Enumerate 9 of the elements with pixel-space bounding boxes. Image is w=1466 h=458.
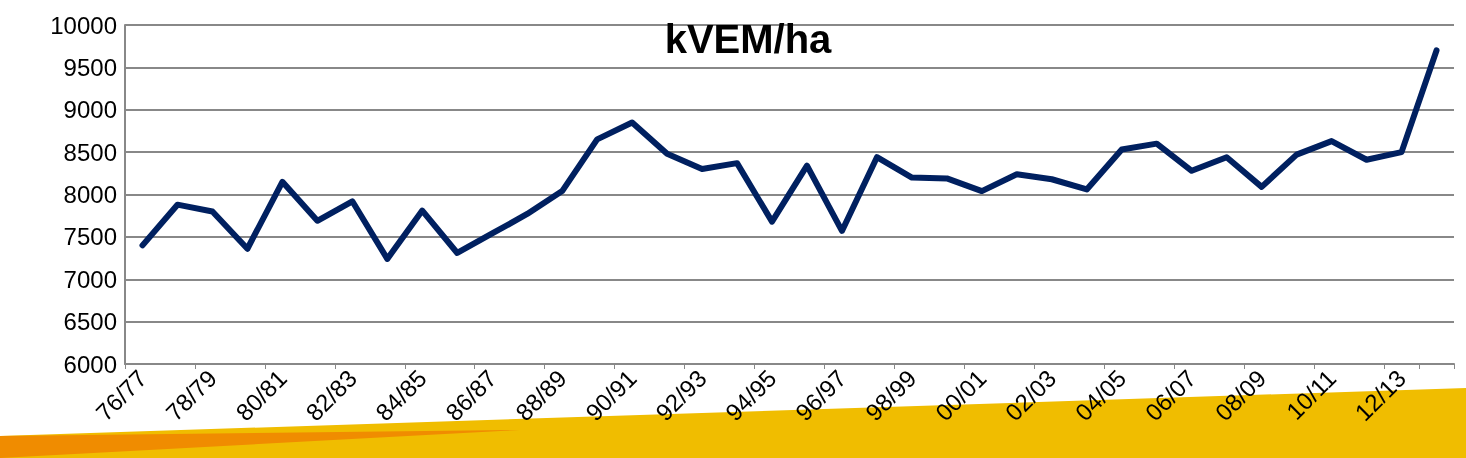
y-tick-label: 7000 (63, 265, 117, 293)
y-tick-label: 10000 (50, 11, 117, 39)
y-tick-label: 9500 (63, 53, 117, 81)
y-tick-label: 9000 (63, 96, 117, 124)
chart-title: kVEM/ha (664, 17, 833, 61)
y-tick-label: 8000 (63, 181, 117, 208)
y-tick-label: 8500 (63, 138, 117, 166)
y-tick-label: 7500 (63, 223, 117, 251)
y-tick-label: 6500 (63, 308, 117, 336)
